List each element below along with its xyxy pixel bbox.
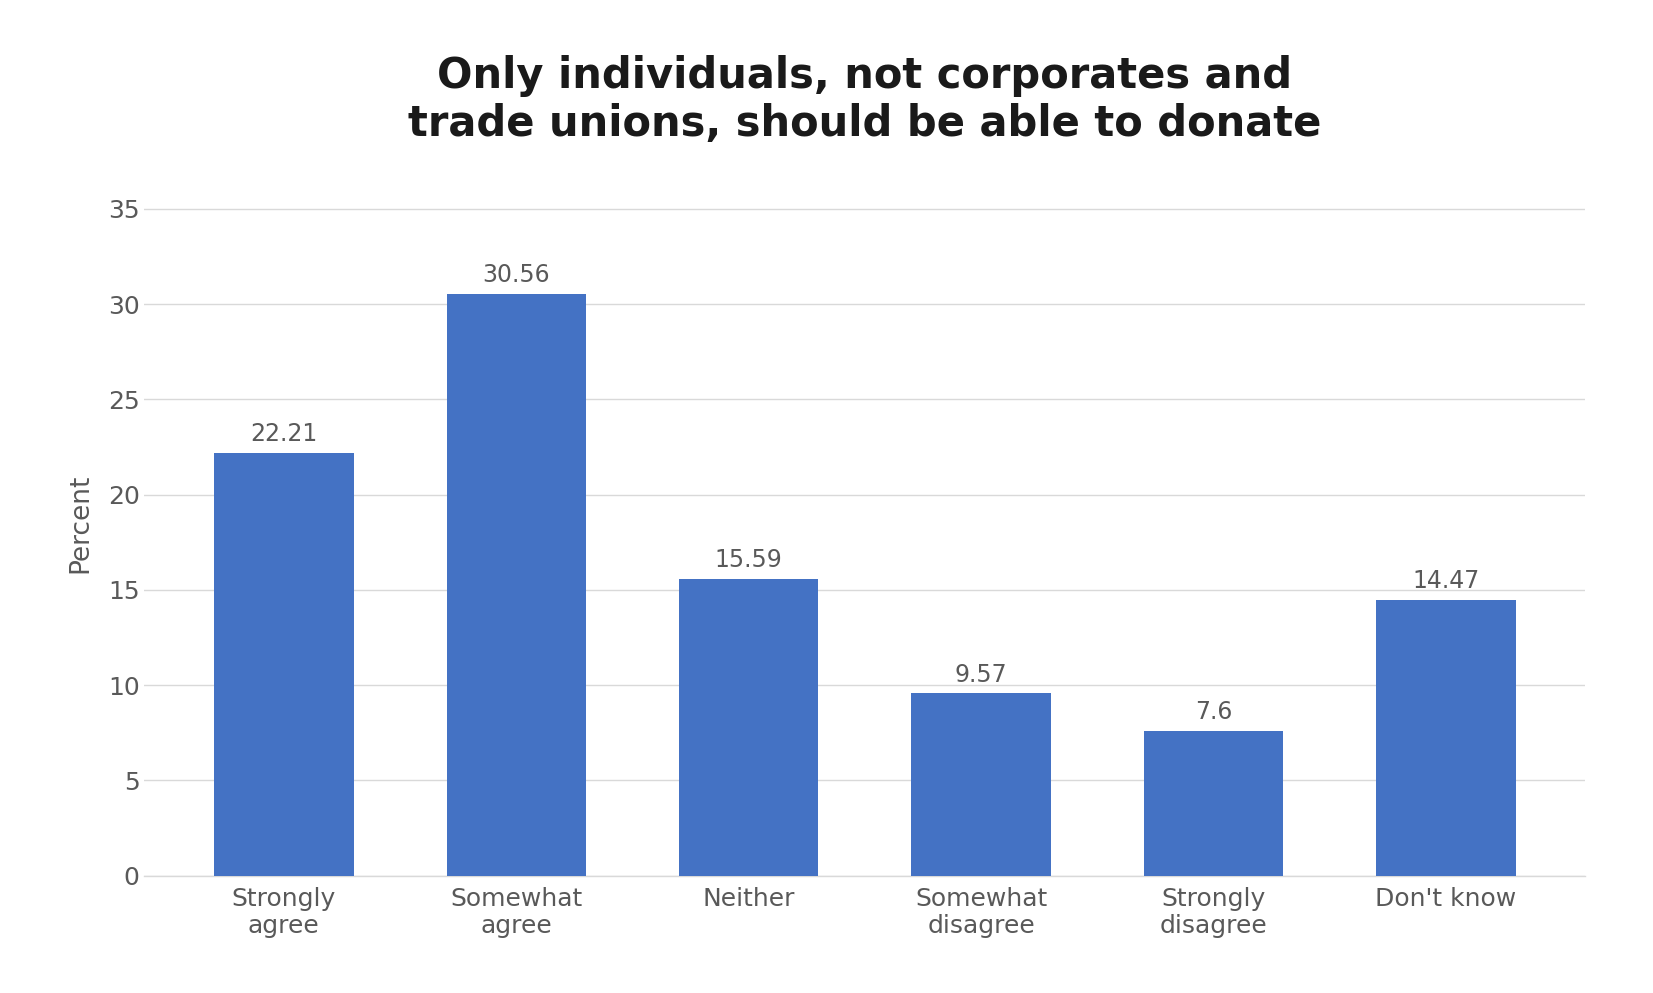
Bar	[1144, 731, 1283, 876]
Text: 22.21: 22.21	[250, 422, 317, 446]
Text: 14.47: 14.47	[1412, 569, 1479, 593]
Bar	[1375, 600, 1516, 876]
Bar	[446, 294, 585, 876]
Text: 15.59: 15.59	[714, 548, 782, 572]
Bar	[679, 579, 818, 876]
Title: Only individuals, not corporates and
trade unions, should be able to donate: Only individuals, not corporates and tra…	[408, 55, 1321, 145]
Y-axis label: Percent: Percent	[68, 474, 94, 573]
Text: 7.6: 7.6	[1195, 700, 1231, 724]
Text: 9.57: 9.57	[955, 662, 1007, 686]
Bar	[215, 453, 354, 876]
Bar	[911, 693, 1051, 876]
Text: 30.56: 30.56	[483, 263, 550, 287]
